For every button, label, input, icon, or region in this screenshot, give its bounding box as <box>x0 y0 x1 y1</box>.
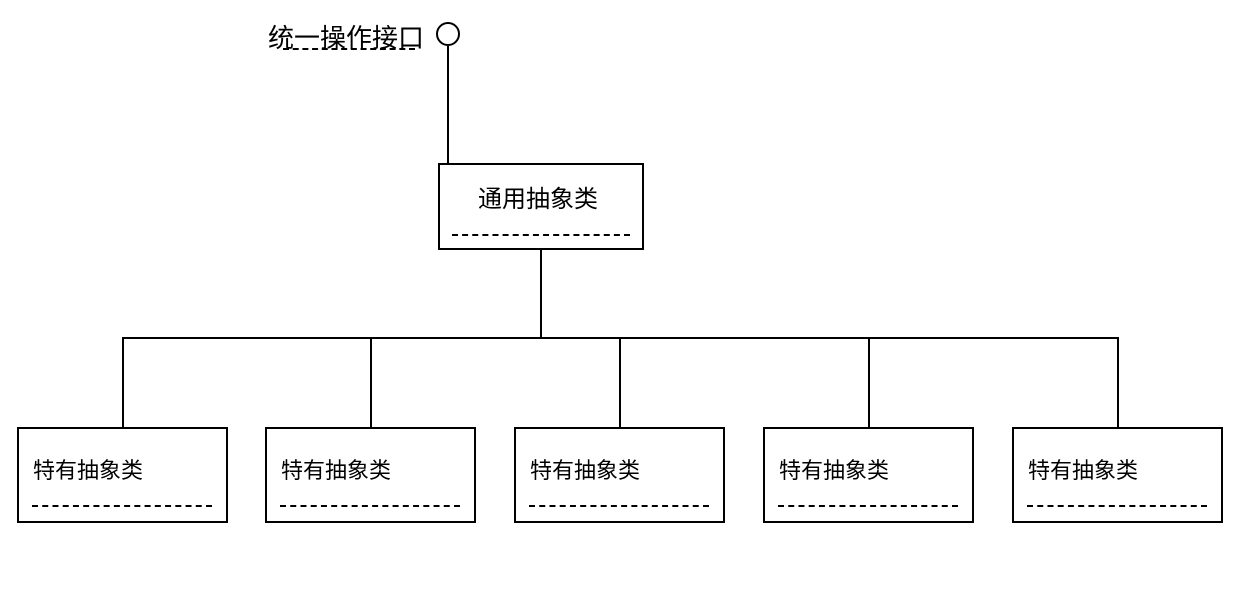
connector-drop-3 <box>619 337 621 427</box>
connector-root-down <box>540 250 542 337</box>
leaf-box-5-label: 特有抽象类 <box>1028 453 1138 485</box>
root-box-label: 通用抽象类 <box>478 179 598 214</box>
connector-drop-5 <box>1117 337 1119 427</box>
leaf-box-2-label: 特有抽象类 <box>281 453 391 485</box>
leaf-box-1-dashed <box>32 505 212 507</box>
connector-top-vertical <box>447 46 449 163</box>
connector-drop-2 <box>370 337 372 427</box>
interface-circle-icon <box>436 22 460 46</box>
leaf-box-5-dashed <box>1027 505 1207 507</box>
leaf-box-4-label: 特有抽象类 <box>779 453 889 485</box>
leaf-box-4-dashed <box>778 505 958 507</box>
leaf-box-2-dashed <box>280 505 460 507</box>
connector-drop-4 <box>868 337 870 427</box>
leaf-box-1-label: 特有抽象类 <box>33 453 143 485</box>
interface-label-underline <box>283 48 415 50</box>
leaf-box-3-label: 特有抽象类 <box>530 453 640 485</box>
root-box-dashed <box>452 234 630 236</box>
leaf-box-3-dashed <box>529 505 709 507</box>
connector-drop-1 <box>122 337 124 427</box>
